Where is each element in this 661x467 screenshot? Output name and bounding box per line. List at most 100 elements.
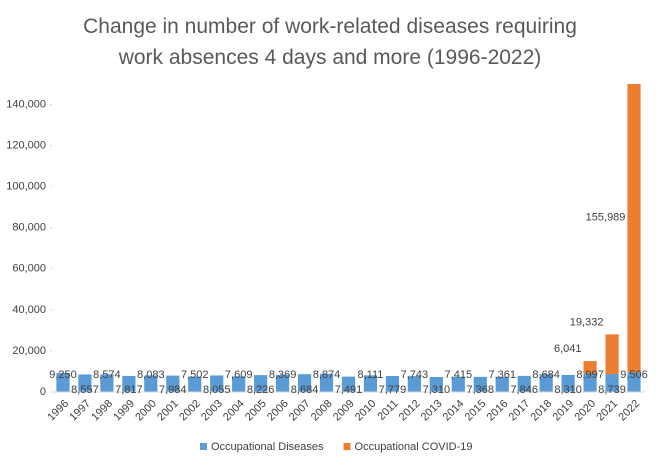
x-tick-label: 2012: [397, 398, 423, 424]
x-tick-label: 2005: [243, 398, 269, 424]
y-tick-label: 140,000: [6, 98, 46, 110]
data-label: 7,361: [488, 369, 516, 381]
bar: [363, 375, 378, 392]
x-tick-label: 2013: [419, 398, 445, 424]
bar: [407, 376, 421, 392]
x-tick-label: 2003: [199, 398, 225, 424]
data-label: 9,506: [620, 369, 648, 381]
y-tick-label: 80,000: [12, 222, 46, 234]
bar: [166, 375, 180, 392]
y-tick-label: 0: [40, 386, 46, 398]
data-label: 7,846: [510, 384, 538, 396]
y-tick-label: 100,000: [6, 181, 46, 193]
bar: [100, 374, 114, 392]
bar: [188, 376, 202, 392]
data-label: 155,989: [586, 211, 626, 223]
bar: [583, 373, 597, 392]
title-line: Change in number of work-related disease…: [83, 15, 577, 38]
data-label: 7,743: [401, 369, 429, 381]
bar: [583, 361, 597, 374]
bar: [276, 374, 290, 392]
bar: [627, 84, 641, 373]
bar: [210, 375, 224, 392]
legend-label: Occupational COVID-19: [355, 441, 473, 453]
data-label: 7,415: [445, 369, 473, 381]
y-tick-label: 120,000: [6, 140, 46, 152]
data-label: 8,369: [269, 369, 297, 381]
bar: [605, 334, 619, 375]
plot-area: [56, 84, 641, 392]
y-tick-label: 20,000: [12, 345, 46, 357]
x-tick-label: 1997: [67, 398, 93, 424]
x-tick-label: 2022: [616, 398, 642, 424]
bar: [297, 374, 312, 392]
x-tick-label: 1998: [89, 398, 115, 424]
bar: [144, 375, 158, 392]
x-tick-label: 2000: [133, 398, 159, 424]
data-label: 7,817: [115, 384, 143, 396]
x-tick-label: 2011: [375, 398, 400, 423]
y-tick-label: 60,000: [12, 263, 46, 275]
y-tick-label: 40,000: [12, 304, 46, 316]
bar: [429, 376, 443, 392]
data-label: 8,684: [291, 384, 319, 396]
data-label: 8,226: [247, 384, 275, 396]
data-label: 8,310: [554, 384, 582, 396]
data-label: 7,984: [159, 384, 187, 396]
data-label: 7,491: [335, 384, 363, 396]
data-label: 8,055: [203, 384, 231, 396]
data-label: 19,332: [570, 316, 604, 328]
x-tick-label: 2002: [177, 398, 203, 424]
bar: [495, 376, 509, 392]
data-label: 8,083: [137, 369, 165, 381]
data-label: 8,111: [358, 369, 384, 381]
bar: [78, 374, 92, 392]
legend-label: Occupational Diseases: [211, 441, 324, 453]
data-label: 8,574: [93, 369, 121, 381]
data-label: 7,609: [225, 369, 253, 381]
x-tick-label: 2004: [221, 398, 247, 424]
x-tick-label: 2009: [331, 398, 357, 424]
data-label: 7,502: [181, 369, 209, 381]
bar: [627, 372, 641, 392]
legend-swatch: [343, 443, 351, 450]
data-label: 6,041: [554, 343, 582, 355]
x-tick-label: 1996: [45, 398, 71, 424]
bar: [561, 374, 575, 392]
x-tick-label: 2015: [463, 398, 489, 424]
bar: [254, 375, 268, 392]
data-label: 7,368: [467, 384, 495, 396]
bar: [473, 376, 487, 392]
x-tick-label: 2008: [309, 398, 335, 424]
data-label: 8,557: [71, 384, 99, 396]
bar: [319, 373, 334, 392]
x-tick-label: 2020: [572, 398, 598, 424]
x-tick-label: 2021: [594, 398, 620, 424]
title-line: work absences 4 days and more (1996-2022…: [118, 46, 542, 69]
x-tick-label: 1999: [111, 398, 137, 424]
x-tick-label: 2001: [155, 398, 181, 424]
data-label: 8,997: [576, 369, 604, 381]
data-label: 8,684: [532, 369, 560, 381]
x-tick-label: 2010: [353, 398, 379, 424]
chart-title: Change in number of work-related disease…: [83, 15, 577, 69]
bar: [385, 376, 400, 392]
x-tick-label: 2014: [441, 398, 467, 424]
x-tick-label: 2019: [551, 398, 577, 424]
bar: [539, 374, 553, 392]
x-tick-label: 2006: [265, 398, 291, 424]
x-tick-label: 2016: [485, 398, 511, 424]
data-label: 8,874: [313, 369, 341, 381]
x-tick-label: 2017: [507, 398, 533, 424]
bar: [122, 375, 136, 392]
data-label: 8,739: [598, 384, 626, 396]
data-label: 9,250: [49, 369, 77, 381]
bar: [341, 376, 356, 392]
bar: [56, 373, 70, 392]
bar: [517, 375, 531, 392]
x-tick-label: 2018: [529, 398, 555, 424]
x-tick-label: 2007: [287, 398, 313, 424]
bar: [232, 376, 246, 392]
data-label: 7,310: [423, 384, 451, 396]
